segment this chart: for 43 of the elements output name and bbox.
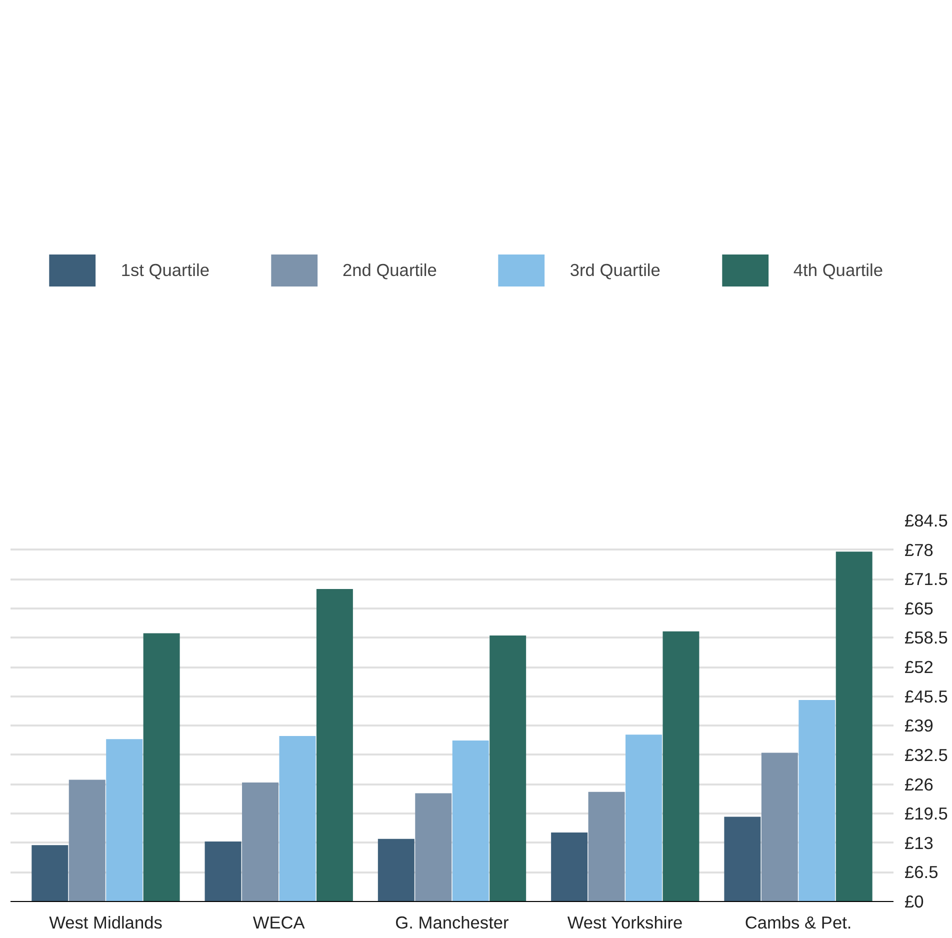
x-tick-label: West Yorkshire <box>567 912 683 932</box>
bar <box>106 739 143 902</box>
y-tick-label: £13 <box>904 832 934 853</box>
bar <box>551 832 588 902</box>
y-tick-label: £39 <box>904 716 934 736</box>
bar <box>204 842 242 902</box>
bar <box>242 782 278 902</box>
bar <box>32 845 68 902</box>
bar <box>415 793 452 902</box>
bar <box>68 780 106 902</box>
x-tick-label: West Midlands <box>49 912 163 932</box>
y-tick-label: £6.5 <box>904 862 938 882</box>
y-tick-label: £32.5 <box>904 744 948 765</box>
y-tick-label: £0 <box>904 892 924 912</box>
bar <box>279 736 316 902</box>
y-tick-label: £71.5 <box>904 569 948 590</box>
bar <box>724 816 761 902</box>
x-tick-label: WECA <box>252 912 306 932</box>
y-tick-label: £65 <box>904 598 934 618</box>
x-tick-label: G. Manchester <box>395 912 510 932</box>
x-tick-label: Cambs & Pet. <box>744 912 852 932</box>
legend-label: 3rd Quartile <box>570 260 660 280</box>
y-tick-label: £26 <box>904 774 934 794</box>
y-tick-label: £58.5 <box>904 628 948 648</box>
legend-label: 1st Quartile <box>120 260 210 280</box>
bar <box>836 552 872 902</box>
y-tick-label: £45.5 <box>904 686 948 706</box>
y-tick-label: £52 <box>904 657 934 678</box>
bar <box>798 700 836 902</box>
bar <box>316 589 353 902</box>
bar <box>761 752 798 902</box>
bar <box>588 792 625 902</box>
bar <box>662 631 700 902</box>
y-tick-label: £84.5 <box>904 510 948 530</box>
bar <box>626 734 662 902</box>
bar <box>378 838 414 902</box>
y-tick-label: £78 <box>904 540 934 560</box>
y-tick-label: £19.5 <box>904 804 948 824</box>
bar <box>490 635 526 902</box>
bar <box>452 740 489 902</box>
legend-label: 4th Quartile <box>793 260 883 280</box>
bar <box>143 633 180 902</box>
legend-label: 2nd Quartile <box>342 260 437 280</box>
